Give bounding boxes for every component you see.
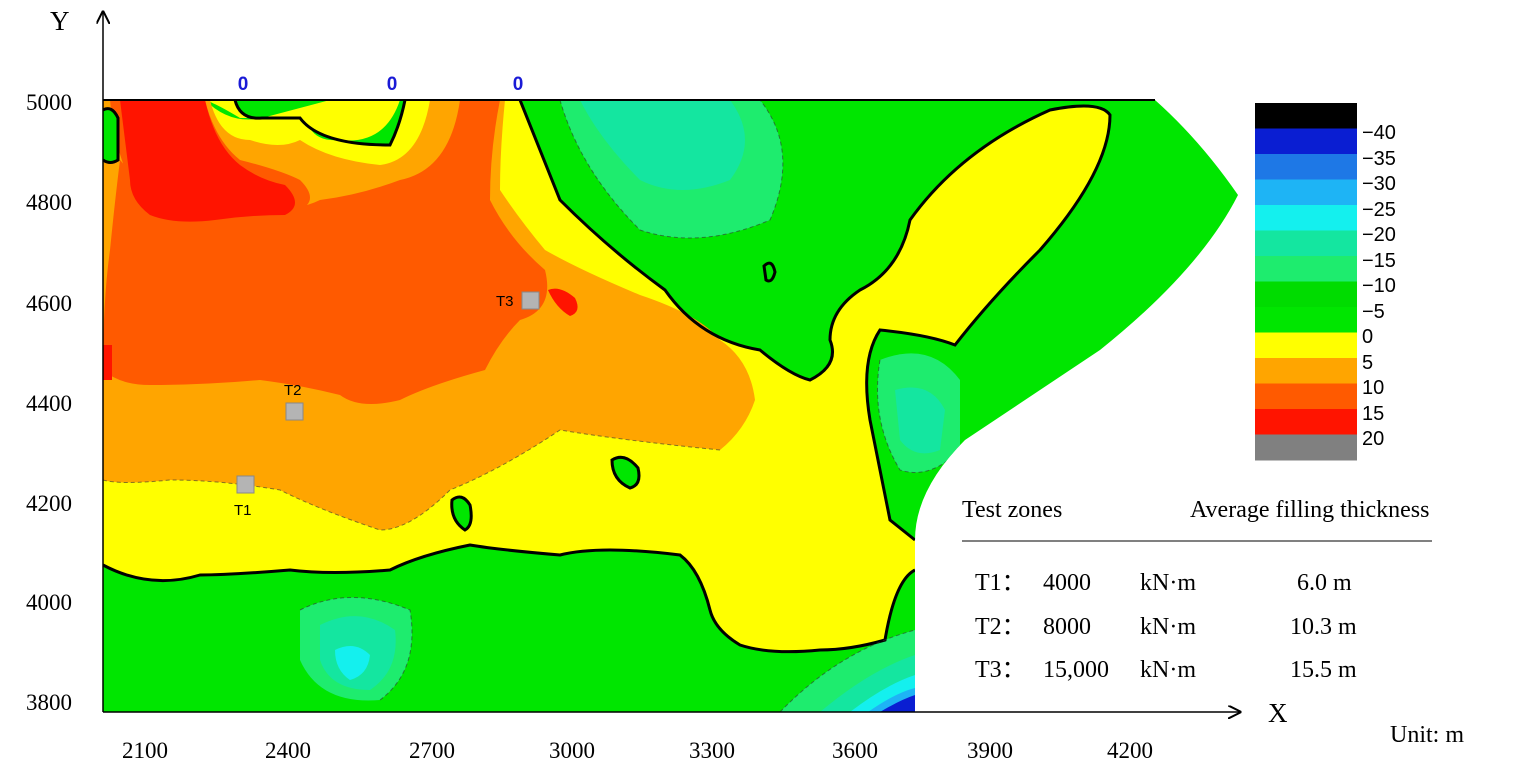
- legend-labels: −40 −35 −30 −25 −20 −15 −10 −5 0 5 10 15…: [1362, 122, 1396, 450]
- legend-level-label: −30: [1362, 173, 1396, 195]
- region-15-to-20: [120, 100, 295, 222]
- zero-line-island-4: [103, 107, 120, 164]
- table-row-zone: T2：: [975, 614, 1026, 640]
- x-tick-label: 2400: [265, 738, 311, 763]
- y-tick-label: 5000: [26, 90, 72, 115]
- zero-contour-labels: 0 0 0: [238, 74, 524, 95]
- table-row-unit: kN·m: [1140, 657, 1196, 683]
- y-tick-label: 4800: [26, 190, 72, 215]
- legend-swatch: [1255, 409, 1357, 435]
- zero-line-north: [518, 100, 1112, 542]
- legend-swatch: [1255, 434, 1357, 461]
- y-tick-label: 4400: [26, 391, 72, 416]
- legend-swatch: [1255, 230, 1357, 257]
- table-header-zones: Test zones: [962, 497, 1062, 523]
- table-row-thickness: 15.5 m: [1290, 657, 1357, 683]
- legend-level-label: 20: [1362, 428, 1384, 450]
- zero-line-island-3: [762, 261, 777, 283]
- legend-level-label: −15: [1362, 250, 1396, 272]
- table-row-thickness: 10.3 m: [1290, 614, 1357, 640]
- zero-contour-lines: [103, 100, 1112, 654]
- x-tick-label: 3300: [689, 738, 735, 763]
- legend-swatch: [1255, 358, 1357, 384]
- minor-contours: [103, 100, 961, 712]
- y-axis-label: Y: [50, 6, 70, 36]
- legend-swatch: [1255, 154, 1357, 180]
- table-row-thickness: 6.0 m: [1297, 570, 1352, 596]
- legend-swatch: [1255, 307, 1357, 333]
- legend-level-label: 10: [1362, 377, 1384, 399]
- legend-level-label: 0: [1362, 326, 1373, 348]
- legend-level-label: 15: [1362, 403, 1384, 425]
- zero-line-pocket: [233, 100, 407, 147]
- table-row-energy: 8000: [1043, 614, 1091, 640]
- table-row-energy: 4000: [1043, 570, 1091, 596]
- legend-swatch: [1255, 205, 1357, 231]
- legend-swatch: [1255, 332, 1357, 359]
- zero-label: 0: [238, 74, 249, 95]
- table-row-unit: kN·m: [1140, 614, 1196, 640]
- y-tick-label: 4600: [26, 291, 72, 316]
- legend-swatch: [1255, 281, 1357, 308]
- legend-level-label: 5: [1362, 352, 1373, 374]
- legend-level-label: −40: [1362, 122, 1396, 144]
- table-row-unit: kN·m: [1140, 570, 1196, 596]
- test-label-t1: T1: [234, 502, 252, 519]
- results-table: Test zones Average filling thickness T1：…: [962, 497, 1432, 683]
- legend-level-label: −25: [1362, 199, 1396, 221]
- test-zone-markers: T3 T2 T1: [234, 291, 540, 519]
- x-tick-label: 4200: [1107, 738, 1153, 763]
- zero-label: 0: [513, 74, 524, 95]
- region-15-to-20-small: [548, 288, 578, 316]
- x-tick-labels: 2100 2400 2700 3000 3300 3600 3900 4200: [122, 738, 1153, 763]
- test-label-t2: T2: [284, 382, 302, 399]
- zero-label: 0: [387, 74, 398, 95]
- zero-line-island-2: [450, 495, 473, 532]
- y-tick-label: 4000: [26, 590, 72, 615]
- region-15-to-20-left-edge: [103, 345, 112, 380]
- zero-line-island-1: [610, 455, 641, 490]
- test-marker-t3: [521, 291, 540, 310]
- island-green-1: [612, 457, 639, 488]
- legend-level-label: −5: [1362, 301, 1385, 323]
- x-tick-label: 2100: [122, 738, 168, 763]
- legend-colorbar: [1255, 103, 1357, 461]
- x-tick-label: 2700: [409, 738, 455, 763]
- legend-level-label: −20: [1362, 224, 1396, 246]
- y-tick-label: 3800: [26, 690, 72, 715]
- test-label-t3: T3: [496, 293, 514, 310]
- table-row-zone: T3：: [975, 657, 1026, 683]
- x-tick-label: 3900: [967, 738, 1013, 763]
- region-neg10-to-neg15-east: [895, 387, 945, 454]
- legend-level-label: −10: [1362, 275, 1396, 297]
- region-deep-southeast: [880, 695, 915, 712]
- zero-line-south: [103, 543, 916, 654]
- x-tick-label: 3600: [832, 738, 878, 763]
- unit-note: Unit: m: [1390, 722, 1464, 748]
- region-neg10-to-neg15-top: [580, 100, 745, 190]
- y-tick-labels: 5000 4800 4600 4400 4200 4000 3800: [26, 90, 72, 715]
- test-marker-t2: [285, 402, 304, 421]
- legend-swatch: [1255, 103, 1357, 129]
- legend-swatch: [1255, 179, 1357, 206]
- test-marker-t1: [236, 475, 255, 494]
- table-row-zone: T1：: [975, 570, 1026, 596]
- table-header-thickness: Average filling thickness: [1190, 497, 1429, 523]
- x-axis-label: X: [1268, 698, 1288, 728]
- legend-level-label: −35: [1362, 148, 1396, 170]
- legend-swatch: [1255, 383, 1357, 410]
- x-tick-label: 3000: [549, 738, 595, 763]
- region-neg15-to-neg20-south: [335, 646, 370, 680]
- island-green-4: [103, 108, 118, 163]
- legend-swatch: [1255, 128, 1357, 155]
- contour-map: [103, 100, 1238, 712]
- y-tick-label: 4200: [26, 491, 72, 516]
- legend-swatch: [1255, 256, 1357, 282]
- table-row-energy: 15,000: [1043, 657, 1109, 683]
